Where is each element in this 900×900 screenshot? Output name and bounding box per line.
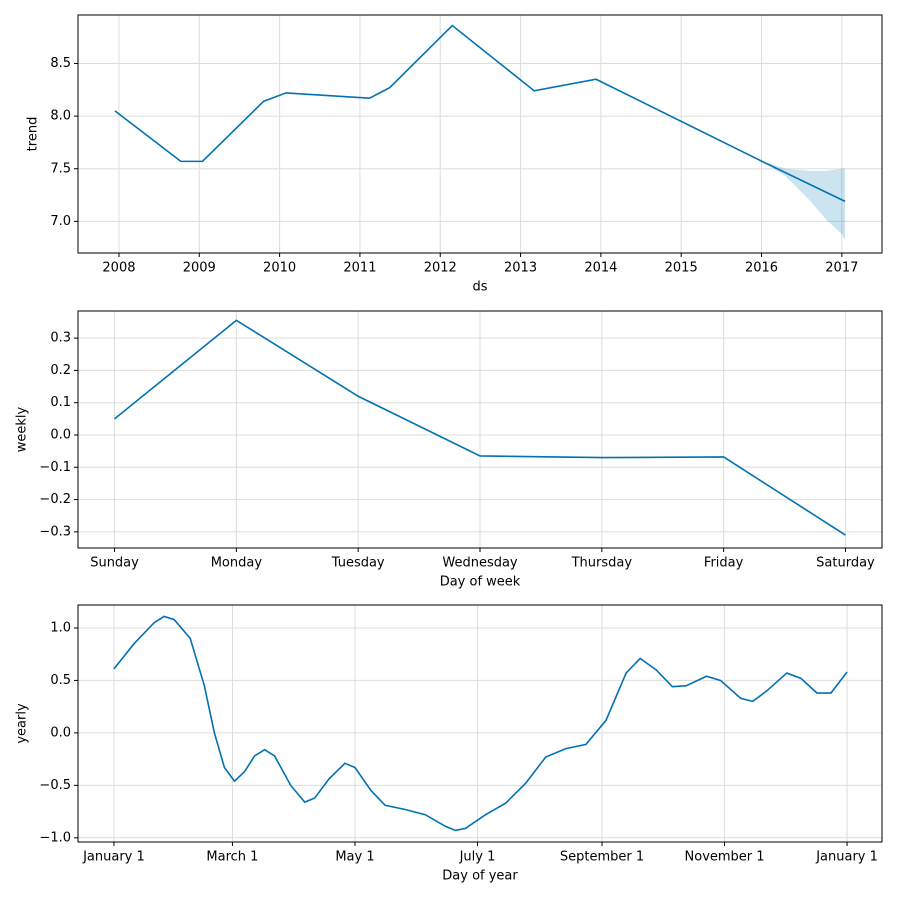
x-tick-label: 2014 <box>584 261 617 276</box>
y-tick-label: 8.5 <box>50 56 71 71</box>
y-tick-label: 0.1 <box>50 395 71 410</box>
x-tick-label: 2011 <box>343 261 376 276</box>
x-tick-label: 2016 <box>745 261 778 276</box>
x-tick-label: 2008 <box>102 261 135 276</box>
y-tick-label: −0.5 <box>39 778 71 793</box>
y-tick-label: 7.0 <box>50 214 71 229</box>
x-tick-label: 2013 <box>504 261 537 276</box>
x-tick-label: November 1 <box>685 850 765 865</box>
x-axis-label: Day of week <box>440 575 521 590</box>
y-tick-label: 7.5 <box>50 161 71 176</box>
x-tick-label: 2009 <box>183 261 216 276</box>
plot-frame <box>77 604 883 843</box>
x-tick-label: Tuesday <box>331 556 385 571</box>
x-tick-label: Monday <box>211 556 263 571</box>
x-axis-label: ds <box>472 280 487 295</box>
y-tick-label: 0.5 <box>50 673 71 688</box>
x-tick-label: Saturday <box>816 556 875 571</box>
y-tick-label: 8.0 <box>50 109 71 124</box>
x-tick-label: 2010 <box>263 261 296 276</box>
x-tick-label: Thursday <box>571 556 633 571</box>
x-tick-label: Sunday <box>90 556 139 571</box>
y-tick-label: −0.3 <box>39 524 71 539</box>
trend-line <box>113 615 848 832</box>
y-tick-label: 1.0 <box>50 620 71 635</box>
y-axis-label: weekly <box>15 406 30 452</box>
x-tick-label: July 1 <box>459 850 496 865</box>
x-tick-label: September 1 <box>560 850 644 865</box>
x-tick-label: 2012 <box>424 261 457 276</box>
uncertainty-band <box>759 160 846 241</box>
y-tick-label: 0.3 <box>50 331 71 346</box>
y-tick-label: 0.2 <box>50 363 71 378</box>
y-tick-label: 0.0 <box>50 427 71 442</box>
x-tick-label: January 1 <box>82 850 145 865</box>
x-tick-label: January 1 <box>815 850 878 865</box>
x-tick-label: March 1 <box>206 850 258 865</box>
x-tick-label: 2015 <box>665 261 698 276</box>
plot-frame <box>77 14 883 254</box>
trend-line <box>114 24 846 203</box>
x-axis-label: Day of year <box>442 869 518 884</box>
x-tick-label: 2017 <box>825 261 858 276</box>
y-axis-label: yearly <box>15 703 30 744</box>
y-tick-label: −1.0 <box>39 830 71 845</box>
y-tick-label: −0.1 <box>39 460 71 475</box>
trend-line <box>114 319 846 536</box>
x-tick-label: Friday <box>704 556 744 571</box>
y-axis-label: trend <box>26 117 41 152</box>
x-tick-label: Wednesday <box>442 556 518 571</box>
plot-frame <box>77 310 883 549</box>
y-tick-label: −0.2 <box>39 492 71 507</box>
x-tick-label: May 1 <box>335 850 374 865</box>
y-tick-label: 0.0 <box>50 725 71 740</box>
